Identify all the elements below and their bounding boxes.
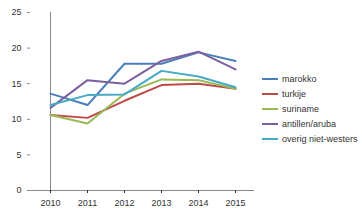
svg-text:0: 0 <box>16 185 21 195</box>
html-text:marokko: marokko <box>282 74 317 84</box>
svg-text:25: 25 <box>11 7 21 17</box>
svg-text:2013: 2013 <box>151 198 171 208</box>
svg-text:5: 5 <box>16 150 21 160</box>
svg-text:15: 15 <box>11 79 21 89</box>
svg-text:2010: 2010 <box>40 198 60 208</box>
svg-text:10: 10 <box>11 114 21 124</box>
html-text:antillen/aruba: antillen/aruba <box>282 119 336 129</box>
html-text:overig niet-westers: overig niet-westers <box>282 134 358 144</box>
html-text:suriname: suriname <box>282 104 319 114</box>
svg-text:2015: 2015 <box>225 198 245 208</box>
svg-text:2014: 2014 <box>188 198 208 208</box>
svg-text:2012: 2012 <box>114 198 134 208</box>
svg-text:2011: 2011 <box>78 198 97 208</box>
html-text:turkije: turkije <box>282 89 306 99</box>
svg-text:20: 20 <box>11 43 21 53</box>
